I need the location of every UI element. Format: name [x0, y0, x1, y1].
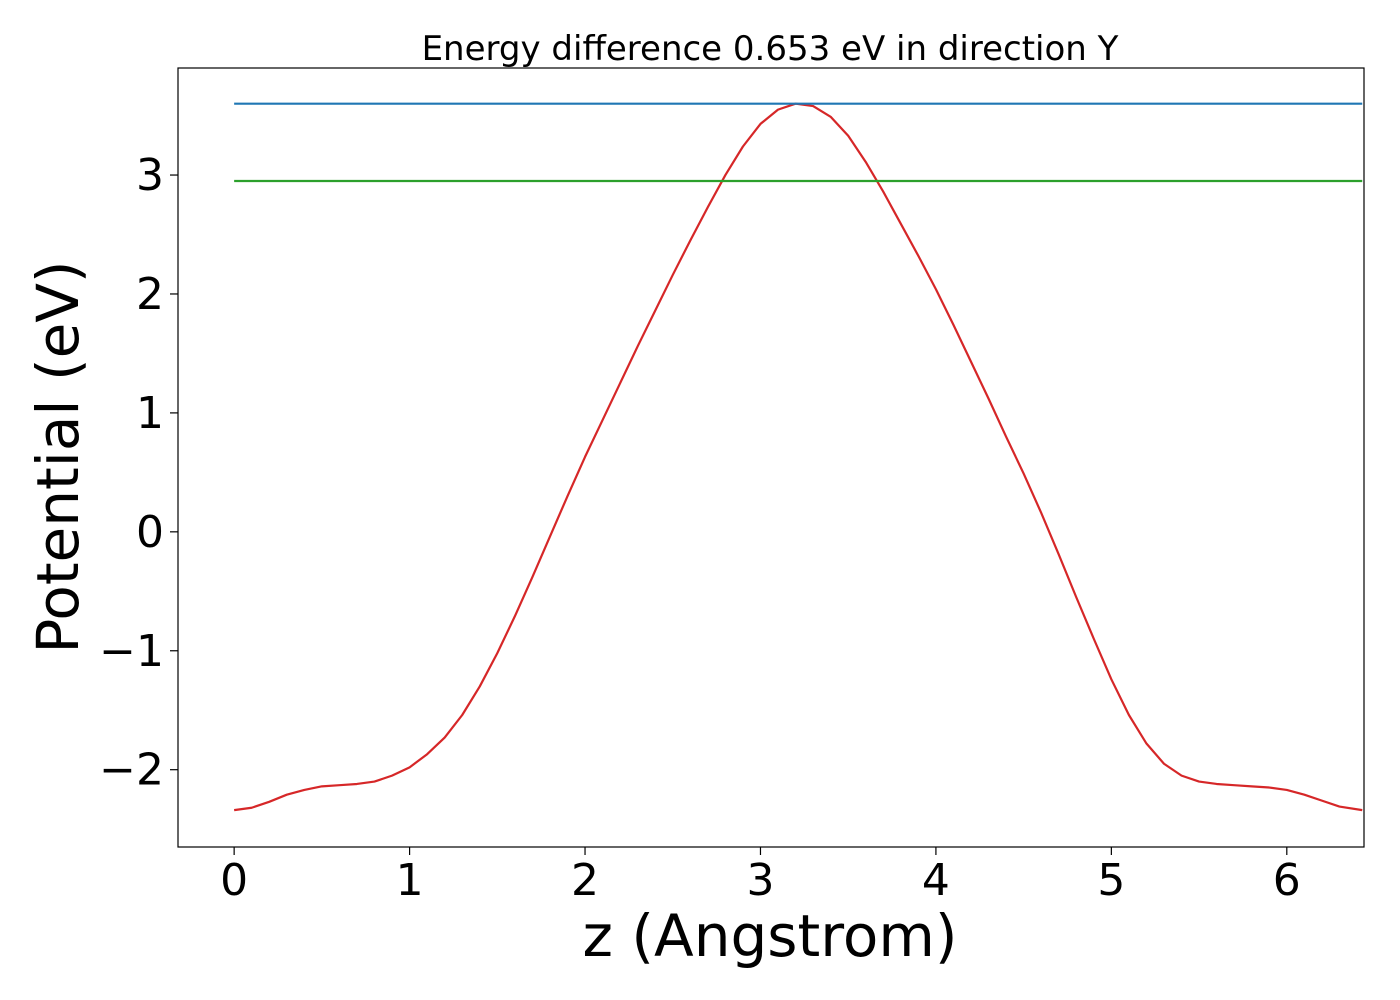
y-axis-ticks: −2 −1 0 1 2 3 — [99, 150, 178, 796]
x-axis-ticks: 0 1 2 3 4 5 6 — [220, 847, 1301, 906]
y-tick-label: 3 — [136, 150, 164, 201]
x-tick-label: 3 — [746, 855, 774, 906]
y-tick-label: 1 — [136, 388, 164, 439]
chart-title: Energy difference 0.653 eV in direction … — [422, 29, 1119, 69]
y-tick-label: −1 — [99, 626, 164, 677]
x-tick-label: 0 — [220, 855, 248, 906]
y-tick-label: 2 — [136, 269, 164, 320]
y-tick-label: 0 — [136, 507, 164, 558]
series-line-0 — [233, 102, 1363, 812]
y-tick-label: −2 — [99, 745, 164, 796]
x-tick-label: 1 — [396, 855, 424, 906]
series-layer — [233, 102, 1363, 812]
y-axis-title: Potential (eV) — [24, 260, 92, 653]
x-tick-label: 5 — [1097, 855, 1125, 906]
x-axis-title: z (Angstrom) — [583, 902, 958, 970]
x-tick-label: 6 — [1273, 855, 1301, 906]
x-tick-label: 2 — [571, 855, 599, 906]
x-tick-label: 4 — [922, 855, 950, 906]
plot-area-frame — [177, 67, 1365, 848]
